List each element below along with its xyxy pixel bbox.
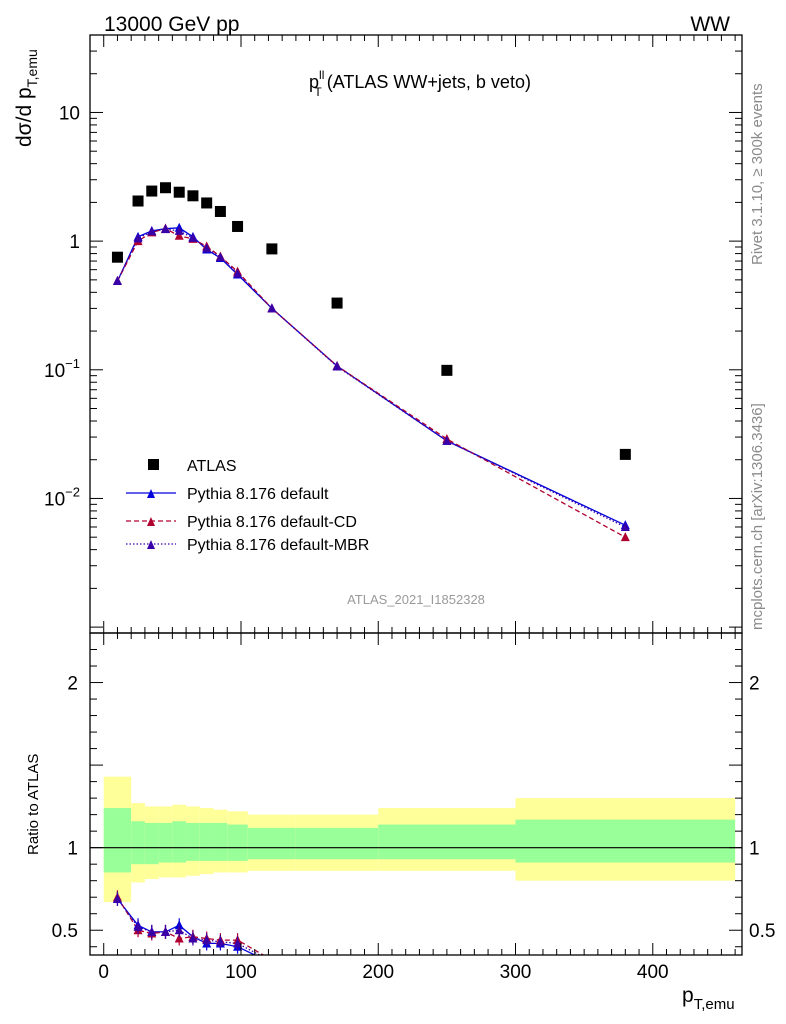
main-y-axis-label: dσ/d pT,emu	[13, 49, 40, 147]
atlas-data-point	[214, 205, 226, 217]
series-marker-3	[202, 243, 212, 253]
atlas-data-point	[111, 251, 123, 263]
ratio-line-0	[116, 898, 257, 955]
ratio-marker-1	[174, 933, 184, 943]
ratio-band-inner	[158, 822, 173, 863]
legend-mbr-marker	[147, 540, 155, 549]
main-plot-title: pll T (ATLAS WW+jets, b veto)	[309, 68, 531, 99]
legend-default-label: Pythia 8.176 default	[187, 486, 329, 503]
x-tick-label: 300	[500, 962, 532, 983]
atlas-data-point	[146, 185, 158, 197]
atlas-data-point	[159, 182, 171, 194]
ratio-band-inner	[227, 824, 248, 861]
ratio-marker-2	[174, 925, 184, 935]
legend-default-marker	[147, 489, 155, 498]
series-marker-2	[620, 532, 630, 542]
ratio-line-2	[116, 898, 261, 955]
process-label: WW	[690, 13, 730, 36]
ratio-y-tick-label-right: 0.5	[749, 921, 775, 942]
ratio-band-inner	[144, 822, 159, 865]
ratio-marker-2	[160, 926, 170, 936]
ratio-y-tick-label-left: 0.5	[52, 921, 78, 942]
ratio-marker-2	[215, 936, 225, 946]
ratio-plot-frame	[89, 632, 743, 956]
x-tick-label: 0	[98, 962, 109, 983]
series-marker-3	[442, 435, 452, 445]
series-marker-3	[215, 252, 225, 262]
ratio-y-tick-label-left: 1	[67, 839, 78, 860]
rivet-label: Rivet 3.1.10, ≥ 300k events	[749, 83, 766, 265]
ratio-y-tick-label-right: 1	[749, 839, 760, 860]
y-tick-label: 10	[59, 103, 80, 124]
atlas-data-point	[619, 448, 631, 460]
ratio-band-inner	[186, 822, 200, 861]
atlas-data-point	[187, 190, 199, 202]
legend-mbr-label: Pythia 8.176 default-MBR	[187, 537, 369, 554]
atlas-data-point	[331, 297, 343, 309]
legend: ATLAS Pythia 8.176 default Pythia 8.176 …	[126, 458, 369, 554]
ratio-band-inner	[247, 827, 296, 860]
legend-cd-label: Pythia 8.176 default-CD	[187, 514, 357, 531]
atlas-data-point	[441, 364, 453, 376]
series-line-3	[116, 228, 626, 528]
ratio-marker-2	[188, 933, 198, 943]
analysis-watermark: ATLAS_2021_I1852328	[347, 592, 485, 607]
x-tick-label: 400	[637, 962, 669, 983]
legend-cd-marker	[147, 517, 155, 526]
series-marker-3	[188, 232, 198, 242]
series-marker-3	[160, 224, 170, 234]
legend-atlas-marker	[148, 459, 159, 470]
ratio-marker-2	[202, 935, 212, 945]
y-tick-label: 10−1	[44, 356, 80, 382]
ratio-band-inner	[103, 808, 132, 873]
x-tick-label: 100	[225, 962, 257, 983]
ratio-marker-2	[147, 926, 157, 936]
ratio-marker-2	[133, 921, 143, 931]
series-marker-3	[620, 521, 630, 531]
ratio-band-inner	[131, 821, 145, 865]
series-line-1	[116, 227, 626, 526]
mcplots-label: mcplots.cern.ch [arXiv:1306.3436]	[749, 403, 766, 630]
ratio-band-inner	[378, 824, 516, 860]
ratio-marker-2	[112, 893, 122, 903]
ratio-y-tick-label-right: 2	[749, 674, 760, 695]
series-marker-3	[133, 233, 143, 243]
ratio-band-inner	[295, 827, 379, 860]
energy-label: 13000 GeV pp	[104, 13, 239, 36]
atlas-data-point	[232, 220, 244, 232]
series-marker-3	[267, 303, 277, 313]
ratio-line-1	[116, 896, 265, 955]
ratio-band-inner	[172, 821, 187, 863]
series-marker-3	[174, 225, 184, 235]
series-marker-3	[112, 275, 122, 285]
ratio-band-inner	[515, 819, 736, 863]
ratio-marker-2	[233, 938, 243, 948]
atlas-data-point	[173, 186, 185, 198]
series-marker-2	[174, 230, 184, 240]
atlas-data-point	[132, 195, 144, 207]
series-marker-3	[332, 361, 342, 371]
main-panel: pll T (ATLAS WW+jets, b veto) dσ/d pT,emu…	[13, 34, 743, 634]
x-tick-label: 200	[362, 962, 394, 983]
atlas-data-point	[201, 197, 213, 209]
ratio-panel: 0 100 200 300 400 0.5 0.5 1 1 2 2 Ratio to ATLAS p…	[25, 632, 775, 1013]
y-tick-label: 1	[69, 232, 80, 253]
legend-atlas-label: ATLAS	[187, 458, 237, 475]
ratio-band-inner	[199, 822, 214, 861]
series-marker-3	[233, 268, 243, 278]
ratio-y-tick-label-left: 2	[67, 674, 78, 695]
ratio-y-axis-label: Ratio to ATLAS	[25, 754, 42, 855]
x-axis-label: pT,emu	[682, 984, 735, 1013]
y-tick-label: 10−2	[44, 484, 80, 510]
series-marker-3	[147, 226, 157, 236]
atlas-data-point	[266, 243, 278, 255]
ratio-band-inner	[213, 822, 228, 861]
